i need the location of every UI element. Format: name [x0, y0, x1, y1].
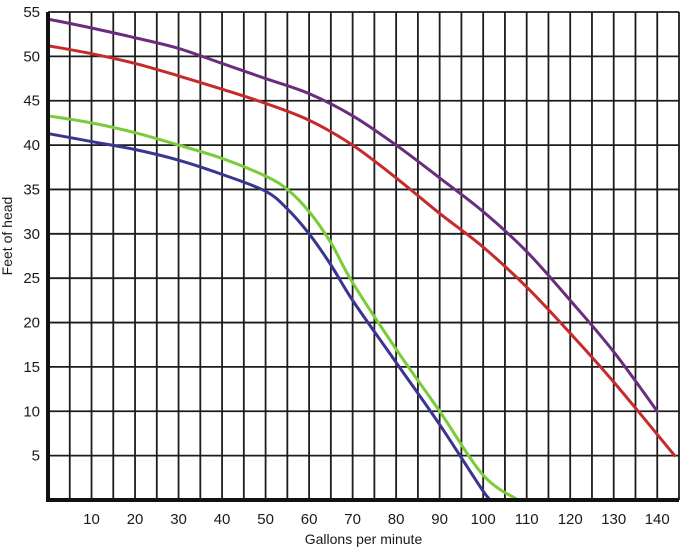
x-tick-label: 130: [601, 511, 626, 528]
x-tick-label: 70: [344, 511, 361, 528]
x-tick-label: 80: [388, 511, 405, 528]
series-line-4: [46, 132, 494, 502]
x-tick-label: 110: [515, 511, 539, 528]
y-tick-label: 35: [23, 181, 40, 198]
x-tick-label: 90: [431, 511, 448, 528]
x-axis-ticks: 10 20 30 40 50 60 70 80 90 100 110 120 130 140: [83, 511, 670, 528]
x-tick-label: 120: [558, 511, 583, 528]
x-tick-label: 10: [83, 511, 100, 528]
x-tick-label: 40: [214, 511, 231, 528]
series-lines: [46, 17, 677, 502]
x-axis-title: Gallons per minute: [305, 531, 423, 547]
y-axis-ticks: 5 10 15 20 25 30 35 40 45 50 55: [23, 4, 40, 465]
y-tick-label: 30: [23, 226, 40, 243]
x-tick-label: 30: [170, 511, 187, 528]
y-tick-label: 10: [23, 403, 40, 420]
x-tick-label: 100: [471, 511, 496, 528]
y-tick-label: 15: [23, 359, 40, 376]
y-tick-label: 5: [32, 448, 40, 465]
x-tick-label: 20: [127, 511, 144, 528]
y-tick-label: 20: [23, 315, 40, 332]
x-tick-label: 140: [645, 511, 670, 528]
series-line-2: [46, 44, 677, 458]
y-tick-label: 55: [23, 4, 40, 21]
y-tick-label: 50: [23, 48, 40, 65]
y-tick-label: 25: [23, 270, 40, 287]
y-axis-title: Feet of head: [0, 197, 15, 276]
x-tick-label: 60: [301, 511, 318, 528]
series-line-3: [46, 114, 520, 502]
grid-lines: [48, 11, 680, 500]
series-line-1: [46, 17, 659, 413]
x-tick-label: 50: [257, 511, 274, 528]
y-tick-label: 45: [23, 93, 40, 110]
y-tick-label: 40: [23, 137, 40, 154]
